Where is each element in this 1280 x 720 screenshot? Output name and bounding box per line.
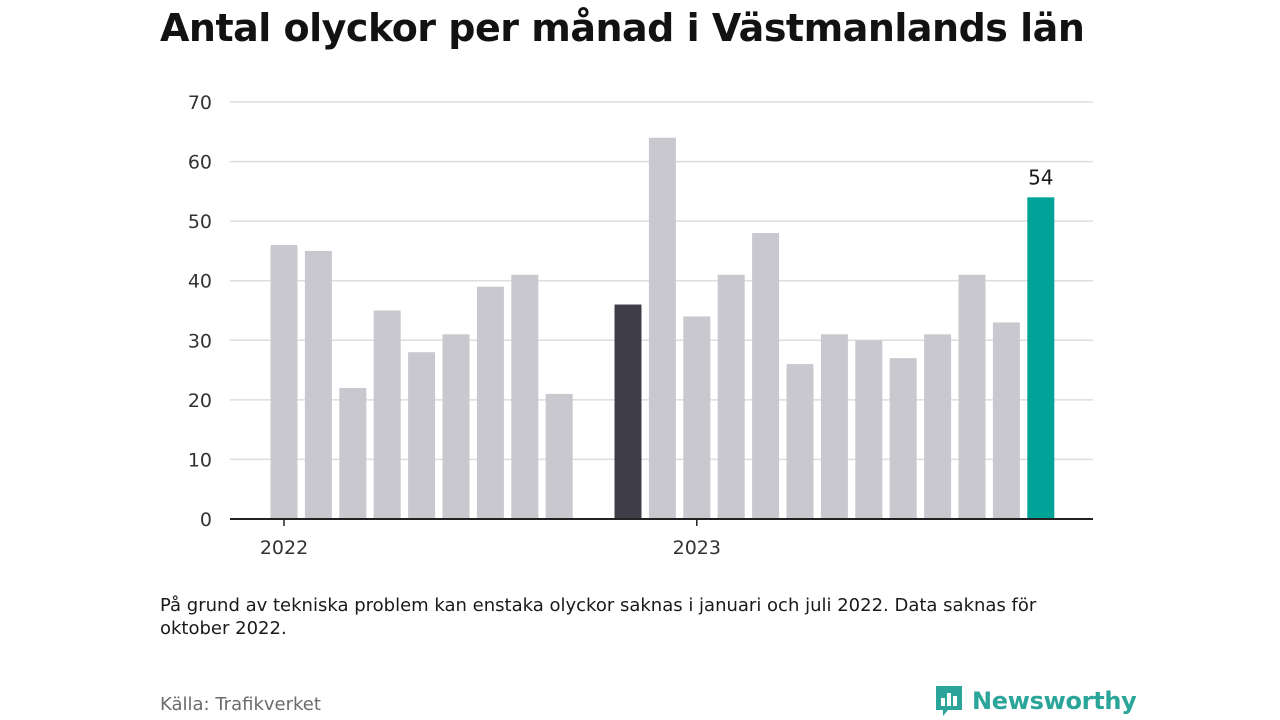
y-tick-label: 50	[188, 211, 212, 233]
bar-2022-07	[476, 286, 504, 519]
bar-2023-09	[958, 274, 986, 519]
x-tick-label: 2023	[673, 537, 721, 559]
bar-2023-06	[855, 340, 883, 519]
bar-2023-01	[683, 316, 711, 519]
bar-2022-02	[304, 250, 332, 519]
bar-2022-03	[339, 387, 367, 519]
bar-2023-04	[786, 364, 814, 519]
bar-2023-08	[924, 334, 952, 519]
bar-2023-03	[752, 233, 780, 520]
bar-2022-01	[270, 244, 298, 519]
bar-2022-12	[648, 137, 676, 519]
y-tick-label: 40	[188, 271, 212, 293]
bar-2023-07	[889, 358, 917, 519]
bar-2022-06	[442, 334, 470, 519]
bar-2023-11	[1027, 197, 1055, 520]
newsworthy-logo-icon	[936, 686, 962, 716]
y-tick-label: 30	[188, 330, 212, 352]
bar-2023-05	[820, 334, 848, 519]
y-tick-label: 0	[200, 509, 212, 531]
source-credit: Källa: Trafikverket	[160, 694, 321, 715]
chart-title: Antal olyckor per månad i Västmanlands l…	[160, 6, 1085, 50]
bar-2023-10	[992, 322, 1020, 519]
bar-2022-08	[511, 274, 539, 519]
bars	[270, 137, 1055, 520]
x-tick-label: 2022	[260, 537, 308, 559]
y-tick-label: 10	[188, 449, 212, 471]
bar-2022-11	[614, 304, 642, 519]
brand-logo[interactable]: Newsworthy	[934, 684, 1137, 718]
bar-2022-04	[373, 310, 401, 519]
y-tick-label: 20	[188, 390, 212, 412]
bar-value-labels: 54	[1028, 165, 1053, 189]
bar-2022-05	[408, 352, 436, 519]
x-axis-ticks: 2022 2023	[260, 519, 721, 559]
y-tick-label: 60	[188, 152, 212, 174]
bar-2022-09	[545, 393, 573, 519]
bar-value-label: 54	[1028, 165, 1053, 189]
chart-footnote: På grund av tekniska problem kan enstaka…	[160, 595, 1037, 639]
y-axis-tick-labels: 0 10 20 30 40 50 60 70	[188, 92, 212, 531]
y-tick-label: 70	[188, 92, 212, 114]
brand-name: Newsworthy	[972, 687, 1137, 715]
bar-chart: 0 10 20 30 40 50 60 70 54 2022 2023	[188, 92, 1093, 559]
bar-2023-02	[717, 274, 745, 519]
